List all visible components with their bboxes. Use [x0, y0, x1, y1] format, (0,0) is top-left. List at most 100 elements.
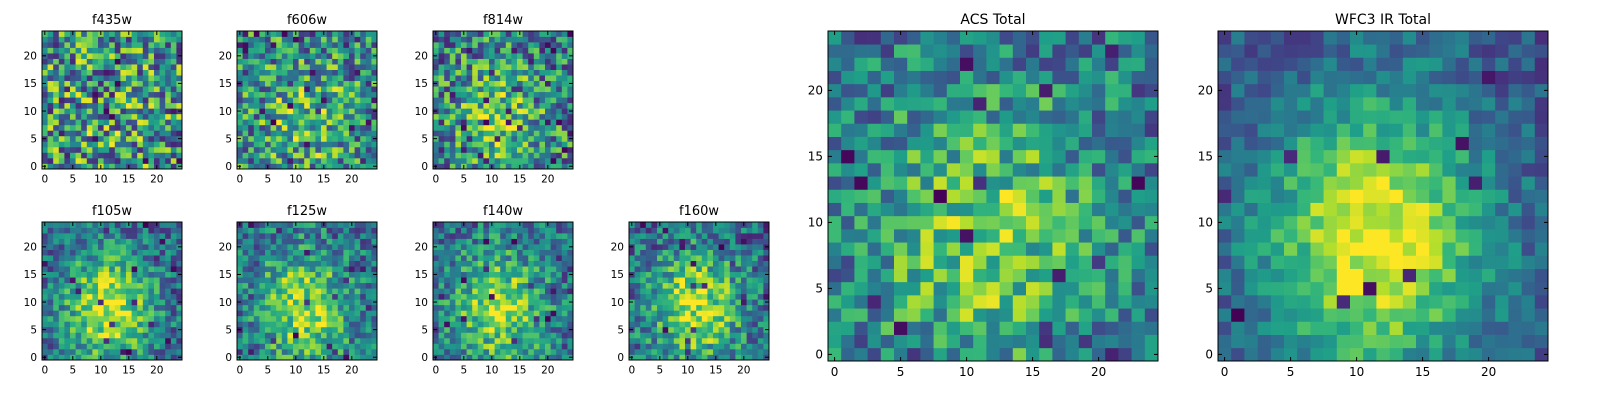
heatmap-cell — [287, 130, 294, 137]
heatmap-cell — [137, 135, 144, 142]
heatmap-cell — [690, 282, 697, 289]
heatmap-cell — [729, 326, 736, 333]
heatmap-cell — [309, 75, 316, 82]
heatmap-cell — [556, 310, 563, 317]
heatmap-cell — [933, 229, 948, 243]
heatmap-cell — [321, 249, 327, 256]
heatmap-cell — [1065, 334, 1080, 349]
heatmap-cell — [701, 282, 708, 289]
heatmap-cell — [679, 222, 686, 228]
heatmap-cell — [539, 80, 546, 87]
heatmap-cell — [433, 255, 439, 261]
heatmap-cell — [259, 113, 266, 120]
heatmap-cell — [159, 304, 166, 311]
heatmap-cell — [126, 119, 132, 126]
heatmap-cell — [933, 215, 948, 230]
heatmap-cell — [126, 130, 132, 137]
heatmap-cell — [528, 108, 535, 115]
heatmap-cell — [505, 124, 512, 131]
heatmap-cell — [92, 58, 99, 65]
axes-frame — [236, 30, 378, 170]
heatmap-cell — [142, 277, 149, 284]
heatmap-cell — [433, 91, 439, 98]
heatmap-cell — [137, 326, 144, 333]
heatmap-cell — [265, 108, 271, 115]
heatmap-cell — [248, 293, 255, 300]
heatmap-cell — [1144, 215, 1159, 230]
heatmap-cell — [365, 260, 372, 267]
heatmap-cell — [315, 337, 322, 344]
heatmap-cell — [53, 130, 60, 137]
heatmap-cell — [472, 119, 479, 126]
heatmap-cell — [466, 277, 473, 284]
heatmap-cell — [309, 277, 316, 284]
heatmap-cell — [159, 69, 166, 76]
heatmap-cell — [259, 260, 266, 267]
heatmap-cell — [176, 337, 183, 344]
x-tick-label: 15 — [513, 365, 526, 377]
heatmap-cell — [265, 119, 271, 126]
heatmap-cell — [298, 53, 305, 59]
heatmap-cell — [522, 238, 529, 245]
heatmap-cell — [533, 91, 540, 98]
heatmap-cell — [321, 36, 327, 43]
heatmap-cell — [120, 152, 127, 159]
heatmap-cell — [567, 58, 574, 65]
heatmap-cell — [561, 102, 568, 109]
heatmap-cell — [293, 288, 299, 295]
heatmap-cell — [528, 222, 535, 228]
heatmap-cell — [685, 227, 691, 234]
heatmap-cell — [137, 315, 144, 322]
heatmap-cell — [53, 113, 60, 120]
heatmap-cell — [276, 255, 283, 261]
heatmap-cell — [920, 321, 934, 335]
heatmap-cell — [170, 321, 177, 328]
heatmap-cell — [752, 293, 759, 300]
heatmap-cell — [511, 233, 518, 239]
heatmap-cell — [477, 146, 484, 153]
heatmap-cell — [556, 244, 563, 250]
heatmap-cell — [332, 141, 339, 148]
heatmap-cell — [237, 266, 243, 273]
heatmap-cell — [494, 310, 501, 317]
heatmap-cells — [433, 222, 574, 361]
heatmap-cell — [673, 277, 680, 284]
heatmap-cell — [489, 124, 495, 131]
heatmap-cell — [332, 157, 339, 164]
heatmap-cell — [567, 277, 574, 284]
heatmap-cell — [326, 31, 333, 37]
heatmap-cell — [270, 141, 277, 148]
heatmap-cell — [142, 102, 149, 109]
heatmap-cell — [522, 337, 529, 344]
heatmap-cell — [315, 266, 322, 273]
heatmap-cell — [444, 163, 451, 170]
heatmap-cell — [354, 42, 361, 48]
heatmap-cell — [281, 47, 288, 54]
heatmap-cell — [1065, 281, 1080, 296]
heatmap-cell — [114, 277, 121, 284]
heatmap-cell — [489, 293, 495, 300]
heatmap-cell — [92, 119, 99, 126]
heatmap-cell — [449, 152, 456, 159]
heatmap-cell — [126, 233, 132, 239]
heatmap-cell — [354, 75, 361, 82]
heatmap-cell — [763, 238, 770, 245]
heatmap-cell — [321, 64, 327, 70]
heatmap-cell — [281, 293, 288, 300]
heatmap-cell — [137, 255, 144, 261]
heatmap-cell — [131, 277, 138, 284]
heatmap-cell — [690, 222, 697, 228]
heatmap-cell — [120, 343, 127, 350]
heatmap-cell — [287, 31, 294, 37]
heatmap-cell — [270, 315, 277, 322]
heatmap-cell — [841, 149, 855, 164]
heatmap-cell — [354, 222, 361, 228]
heatmap-cell — [304, 332, 311, 339]
heatmap-cell — [867, 321, 882, 335]
heatmap-cell — [349, 348, 355, 355]
heatmap-cell — [58, 119, 65, 126]
heatmap-cell — [109, 304, 116, 311]
heatmap-cell — [343, 348, 350, 355]
heatmap-cell — [433, 282, 439, 289]
heatmap-cell — [343, 255, 350, 261]
